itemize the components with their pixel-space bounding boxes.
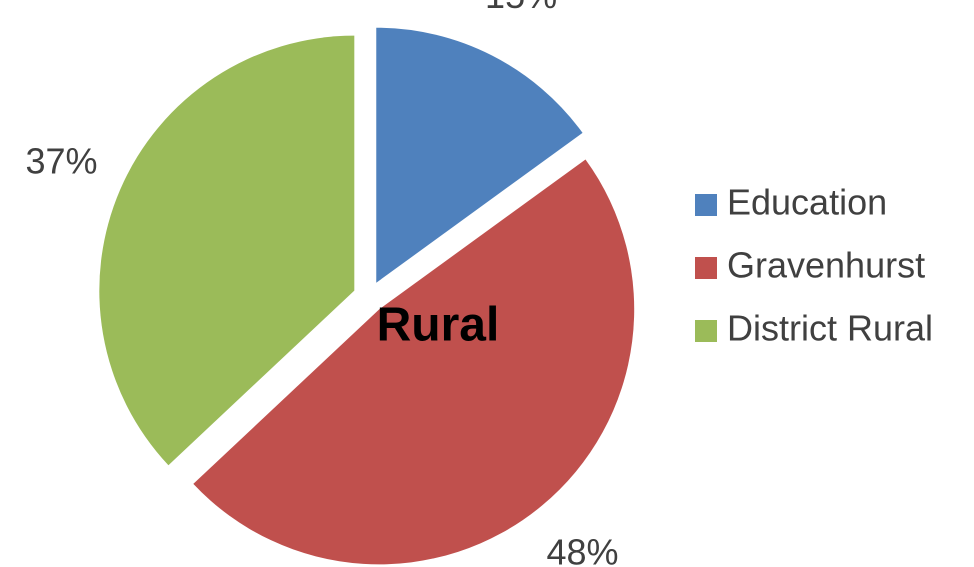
data-label: 37% xyxy=(26,140,98,181)
legend-label: Gravenhurst xyxy=(727,245,925,286)
labels: 15% 48% 37% xyxy=(26,0,619,567)
pie-slice xyxy=(99,35,355,466)
legend-label: District Rural xyxy=(727,308,933,349)
pie xyxy=(99,27,635,565)
legend-swatch xyxy=(695,194,717,216)
chart-title: Rural xyxy=(377,299,500,352)
legend-swatch xyxy=(695,320,717,342)
legend-label: Education xyxy=(727,182,887,223)
pie-slice xyxy=(376,27,583,283)
data-label: 15% xyxy=(485,0,557,16)
legend: Education Gravenhurst District Rural xyxy=(695,182,933,349)
pie-slice xyxy=(193,159,635,565)
legend-swatch xyxy=(695,257,717,279)
data-label: 48% xyxy=(547,532,619,567)
